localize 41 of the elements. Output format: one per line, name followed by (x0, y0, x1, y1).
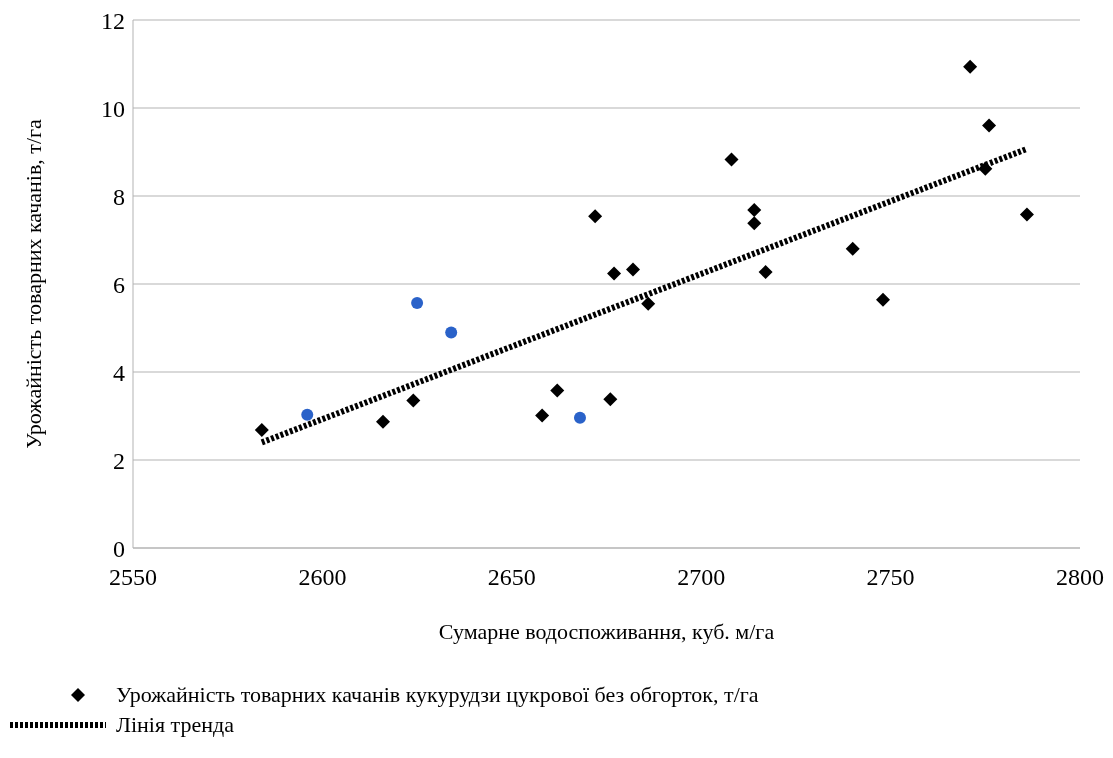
point (535, 408, 550, 423)
y-tick-label: 10 (101, 95, 125, 122)
point (445, 326, 458, 339)
point (588, 209, 603, 224)
point (982, 118, 997, 133)
y-tick-label: 6 (113, 271, 125, 298)
point (747, 203, 762, 218)
y-tick-label: 0 (113, 535, 125, 562)
x-tick-label: 2800 (1056, 564, 1104, 591)
legend-label: Лінія тренда (116, 711, 234, 739)
point (607, 266, 622, 281)
point (376, 414, 391, 429)
point (845, 241, 860, 256)
point (626, 262, 641, 277)
x-tick-label: 2650 (487, 564, 536, 591)
point (963, 59, 978, 74)
point (254, 423, 269, 438)
y-axis-title: Урожайність товарних качанів, т/га (20, 118, 46, 449)
point (406, 393, 421, 408)
y-tick-label: 12 (101, 7, 125, 34)
point (758, 265, 773, 280)
point (550, 383, 565, 398)
point (1019, 207, 1034, 222)
legend-label: Урожайність товарних качанів кукурудзи цукрової без обгорток, т/га (116, 681, 759, 709)
point (603, 392, 618, 407)
y-tick-label: 8 (113, 183, 125, 210)
x-axis-title: Сумарне водоспоживання, куб. м/га (438, 618, 775, 644)
y-tick-label: 4 (113, 359, 125, 386)
x-tick-label: 2600 (298, 564, 347, 591)
point (978, 161, 993, 176)
point (876, 292, 891, 307)
point (747, 216, 762, 231)
x-tick-label: 2550 (109, 564, 157, 591)
point (301, 408, 314, 421)
point (724, 152, 739, 167)
point (411, 296, 424, 309)
point (573, 411, 586, 424)
y-tick-label: 2 (113, 447, 125, 474)
point (641, 296, 656, 311)
x-tick-label: 2700 (677, 564, 726, 591)
x-tick-label: 2750 (866, 564, 915, 591)
